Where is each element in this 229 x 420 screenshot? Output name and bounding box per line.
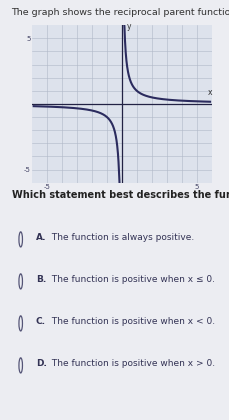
Text: The function is always positive.: The function is always positive. bbox=[49, 233, 194, 242]
Text: The function is positive when x ≤ 0.: The function is positive when x ≤ 0. bbox=[49, 275, 215, 284]
Text: x: x bbox=[207, 88, 211, 97]
Text: y: y bbox=[127, 22, 131, 31]
Text: The function is positive when x > 0.: The function is positive when x > 0. bbox=[49, 359, 215, 368]
Text: C.: C. bbox=[35, 317, 45, 326]
Text: The function is positive when x < 0.: The function is positive when x < 0. bbox=[49, 317, 215, 326]
Text: Which statement best describes the function?: Which statement best describes the funct… bbox=[11, 190, 229, 200]
Text: A.: A. bbox=[35, 233, 46, 242]
Text: B.: B. bbox=[35, 275, 46, 284]
Text: D.: D. bbox=[35, 359, 46, 368]
Text: The graph shows the reciprocal parent function.: The graph shows the reciprocal parent fu… bbox=[11, 8, 229, 16]
